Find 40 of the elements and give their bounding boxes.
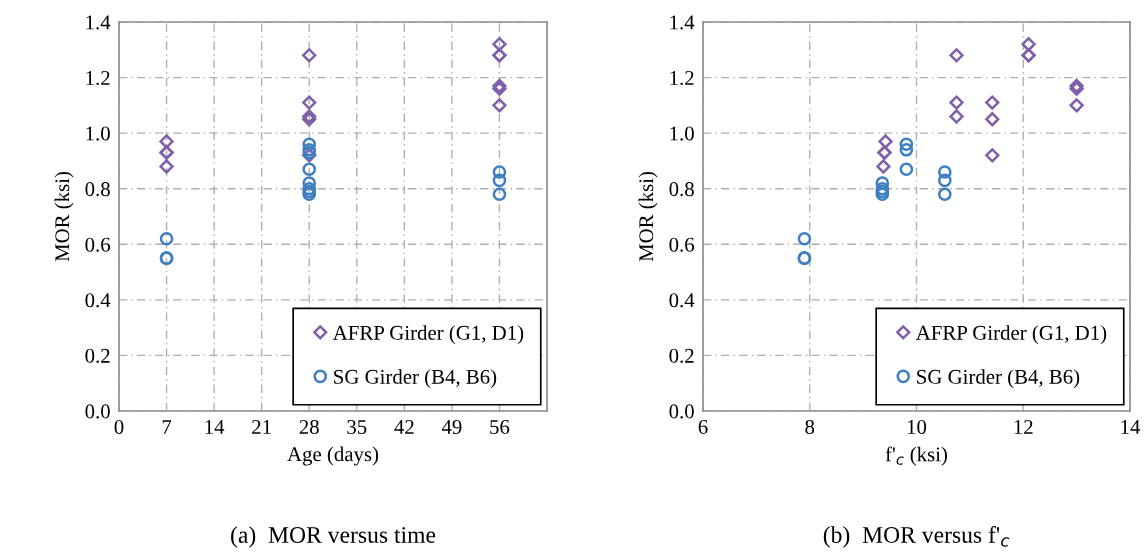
x-tick-label: 35 bbox=[347, 419, 367, 434]
y-tick-label: 0.4 bbox=[669, 293, 695, 308]
x-tick-label: 0 bbox=[114, 419, 124, 434]
x-tick-label: 14 bbox=[1121, 420, 1141, 434]
y-tick-label: 0.4 bbox=[85, 293, 111, 308]
x-axis-title: f'$_{c}$ (ksi) bbox=[885, 446, 947, 466]
legend-label: AFRP Girder (G1, D1) bbox=[332, 325, 524, 345]
x-tick-label: 42 bbox=[394, 419, 414, 434]
text: (b) MOR versus f'$_{c}$ bbox=[823, 526, 1010, 548]
y-tick-label: 0.2 bbox=[85, 348, 110, 363]
x-tick-label: 10 bbox=[907, 419, 927, 434]
x-axis-title: Age (days) bbox=[287, 446, 379, 466]
legend-label: AFRP Girder (G1, D1) bbox=[915, 325, 1107, 345]
x-tick-label: 14 bbox=[205, 420, 225, 434]
y-tick-label: 0.8 bbox=[669, 182, 694, 197]
y-tick-label: 1.0 bbox=[86, 126, 110, 141]
y-tick-label: 0.8 bbox=[85, 182, 110, 197]
x-tick-label: 8 bbox=[805, 419, 815, 434]
y-tick-label: 0.6 bbox=[85, 237, 111, 252]
x-tick-label: 12 bbox=[1014, 419, 1033, 434]
x-tick-label: 28 bbox=[299, 419, 319, 434]
y-tick-label: 1.4 bbox=[86, 15, 111, 30]
y-tick-label: 0.0 bbox=[669, 404, 694, 419]
y-tick-label: 1.0 bbox=[670, 126, 694, 141]
x-tick-label: 21 bbox=[252, 419, 271, 434]
y-axis-title: MOR (ksi) bbox=[638, 171, 658, 262]
y-tick-label: 1.4 bbox=[670, 15, 695, 30]
y-tick-label: 0.2 bbox=[669, 348, 694, 363]
y-tick-label: 0.0 bbox=[85, 404, 110, 419]
y-tick-label: 1.2 bbox=[86, 71, 110, 86]
x-tick-label: 6 bbox=[698, 419, 708, 434]
y-axis-title: MOR (ksi) bbox=[54, 171, 74, 262]
legend-label: SG Girder (B4, B6) bbox=[334, 369, 497, 389]
x-tick-label: 7 bbox=[162, 420, 172, 434]
legend-label: SG Girder (B4, B6) bbox=[917, 369, 1080, 389]
text: (a) MOR versus time bbox=[231, 526, 436, 548]
y-tick-label: 1.2 bbox=[670, 71, 694, 86]
x-tick-label: 56 bbox=[490, 419, 510, 434]
x-tick-label: 49 bbox=[441, 419, 462, 434]
y-tick-label: 0.6 bbox=[669, 237, 695, 252]
